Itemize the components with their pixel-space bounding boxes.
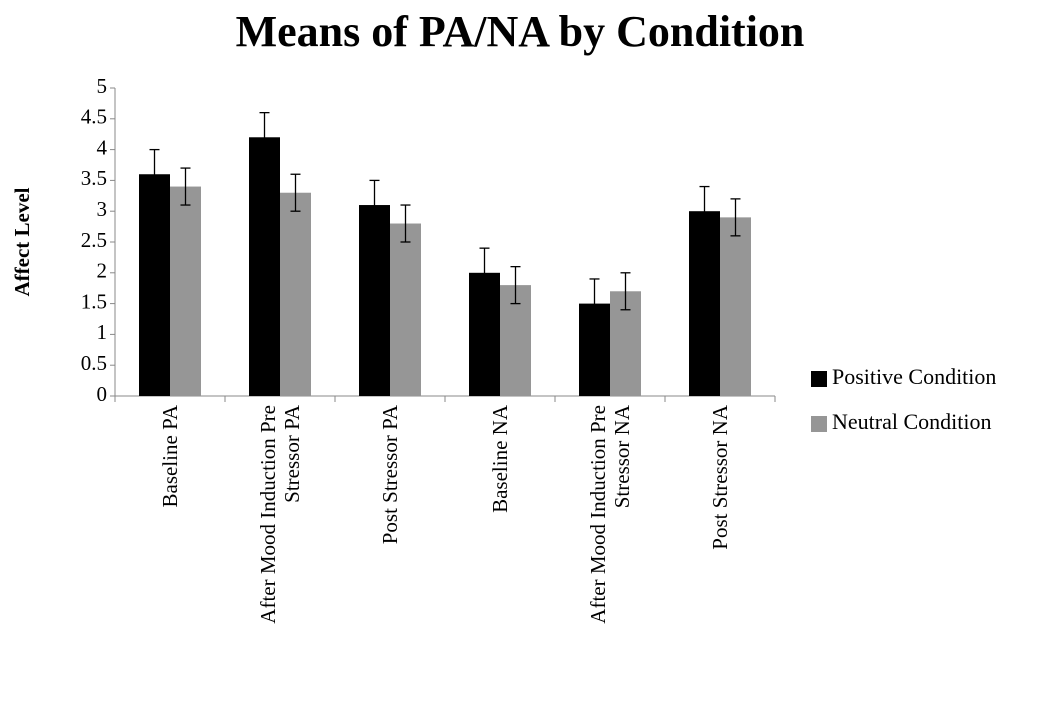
y-tick-label: 1.5 <box>81 289 107 313</box>
x-tick-label: After Mood Induction Pre Stressor PA <box>256 405 304 624</box>
x-tick-label: Post Stressor PA <box>378 405 402 545</box>
y-tick-label: 0.5 <box>81 351 107 375</box>
y-tick-label: 3.5 <box>81 166 107 190</box>
bar <box>170 186 201 396</box>
y-tick-label: 1 <box>97 320 108 344</box>
legend-label: Positive Condition <box>832 364 996 389</box>
y-tick-label: 5 <box>97 74 108 98</box>
chart-title: Means of PA/NA by Condition <box>236 7 805 56</box>
y-tick-label: 0 <box>97 382 108 406</box>
y-tick-label: 4 <box>97 135 108 159</box>
legend-swatch <box>811 416 827 432</box>
bar <box>390 223 421 396</box>
bar <box>280 192 311 396</box>
bar <box>689 211 720 396</box>
legend-swatch <box>811 371 827 387</box>
bar <box>249 137 280 396</box>
bar <box>359 205 390 396</box>
legend-label: Neutral Condition <box>832 409 991 434</box>
y-tick-label: 2.5 <box>81 228 107 252</box>
x-tick-label: Baseline NA <box>488 405 512 513</box>
bar <box>720 217 751 396</box>
x-tick-label: After Mood Induction Pre Stressor NA <box>586 405 634 624</box>
y-axis-label: Affect Level <box>10 187 34 296</box>
y-tick-label: 4.5 <box>81 105 107 129</box>
x-tick-label: Post Stressor NA <box>708 405 732 550</box>
bar <box>139 174 170 396</box>
y-tick-label: 2 <box>97 259 108 283</box>
x-tick-label: Baseline PA <box>158 405 182 508</box>
y-tick-label: 3 <box>97 197 108 221</box>
